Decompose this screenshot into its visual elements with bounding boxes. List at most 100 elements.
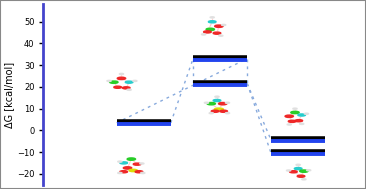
Ellipse shape <box>108 81 119 84</box>
Ellipse shape <box>204 102 209 103</box>
Ellipse shape <box>296 175 306 178</box>
Ellipse shape <box>215 96 219 97</box>
Ellipse shape <box>123 167 132 169</box>
Ellipse shape <box>203 31 211 33</box>
Ellipse shape <box>306 170 311 171</box>
Ellipse shape <box>295 164 301 166</box>
Ellipse shape <box>285 115 294 118</box>
Y-axis label: ΔG [kcal/mol]: ΔG [kcal/mol] <box>4 61 14 128</box>
Ellipse shape <box>140 172 146 174</box>
Ellipse shape <box>225 102 229 103</box>
Ellipse shape <box>293 167 303 170</box>
Ellipse shape <box>127 158 135 160</box>
Ellipse shape <box>302 179 306 180</box>
Ellipse shape <box>127 89 131 90</box>
Ellipse shape <box>207 102 216 105</box>
Ellipse shape <box>299 123 305 125</box>
Ellipse shape <box>292 108 298 109</box>
Ellipse shape <box>206 28 214 31</box>
Ellipse shape <box>140 163 144 164</box>
Ellipse shape <box>213 108 225 111</box>
Ellipse shape <box>134 170 144 173</box>
Ellipse shape <box>213 32 221 34</box>
Ellipse shape <box>129 169 138 172</box>
Ellipse shape <box>120 171 127 173</box>
Ellipse shape <box>213 25 224 28</box>
Ellipse shape <box>219 35 223 36</box>
Ellipse shape <box>110 81 118 83</box>
Ellipse shape <box>293 108 297 109</box>
Ellipse shape <box>298 114 306 116</box>
Ellipse shape <box>290 171 297 173</box>
Ellipse shape <box>119 73 124 74</box>
Ellipse shape <box>297 114 307 116</box>
Ellipse shape <box>212 32 222 35</box>
Ellipse shape <box>214 108 224 111</box>
Ellipse shape <box>133 80 137 81</box>
Ellipse shape <box>220 110 228 112</box>
Ellipse shape <box>202 34 206 35</box>
Ellipse shape <box>300 170 308 172</box>
Ellipse shape <box>119 73 124 75</box>
Ellipse shape <box>117 161 123 162</box>
Ellipse shape <box>205 28 216 31</box>
Ellipse shape <box>299 123 304 124</box>
Ellipse shape <box>113 86 123 89</box>
Ellipse shape <box>287 170 291 171</box>
Ellipse shape <box>214 96 220 98</box>
Ellipse shape <box>119 170 129 173</box>
Ellipse shape <box>202 30 212 33</box>
Ellipse shape <box>304 113 309 115</box>
Ellipse shape <box>294 119 304 122</box>
Ellipse shape <box>107 80 112 82</box>
Ellipse shape <box>207 20 217 23</box>
Ellipse shape <box>217 102 228 105</box>
Ellipse shape <box>208 21 216 23</box>
Ellipse shape <box>126 89 132 91</box>
Ellipse shape <box>141 172 145 174</box>
Ellipse shape <box>124 81 134 84</box>
Ellipse shape <box>218 35 224 36</box>
Ellipse shape <box>284 115 295 118</box>
Ellipse shape <box>221 24 227 26</box>
Ellipse shape <box>209 112 213 114</box>
Ellipse shape <box>201 34 206 35</box>
Ellipse shape <box>296 164 300 165</box>
Ellipse shape <box>295 120 303 122</box>
Ellipse shape <box>287 120 297 123</box>
Ellipse shape <box>132 80 138 82</box>
Ellipse shape <box>298 170 309 173</box>
Ellipse shape <box>305 113 309 114</box>
Ellipse shape <box>287 124 292 125</box>
Ellipse shape <box>206 102 217 105</box>
Ellipse shape <box>117 172 123 174</box>
Ellipse shape <box>225 112 230 114</box>
Ellipse shape <box>221 24 226 26</box>
Ellipse shape <box>209 112 214 114</box>
Ellipse shape <box>307 170 311 171</box>
Ellipse shape <box>204 102 209 104</box>
Ellipse shape <box>287 124 291 125</box>
Ellipse shape <box>133 163 141 165</box>
Ellipse shape <box>120 162 127 164</box>
Ellipse shape <box>139 163 145 164</box>
Ellipse shape <box>215 25 223 27</box>
Ellipse shape <box>211 110 219 112</box>
Ellipse shape <box>286 170 291 171</box>
Ellipse shape <box>288 170 298 173</box>
Ellipse shape <box>219 110 229 113</box>
Ellipse shape <box>219 102 227 105</box>
Ellipse shape <box>116 77 127 80</box>
Ellipse shape <box>209 17 215 18</box>
Ellipse shape <box>135 171 143 173</box>
Ellipse shape <box>125 81 133 83</box>
Ellipse shape <box>128 169 139 172</box>
Ellipse shape <box>118 172 122 174</box>
Ellipse shape <box>122 87 130 89</box>
Ellipse shape <box>291 111 299 114</box>
Ellipse shape <box>118 161 122 162</box>
Ellipse shape <box>297 175 305 177</box>
Ellipse shape <box>290 111 300 114</box>
Ellipse shape <box>114 86 122 88</box>
Ellipse shape <box>210 17 214 18</box>
